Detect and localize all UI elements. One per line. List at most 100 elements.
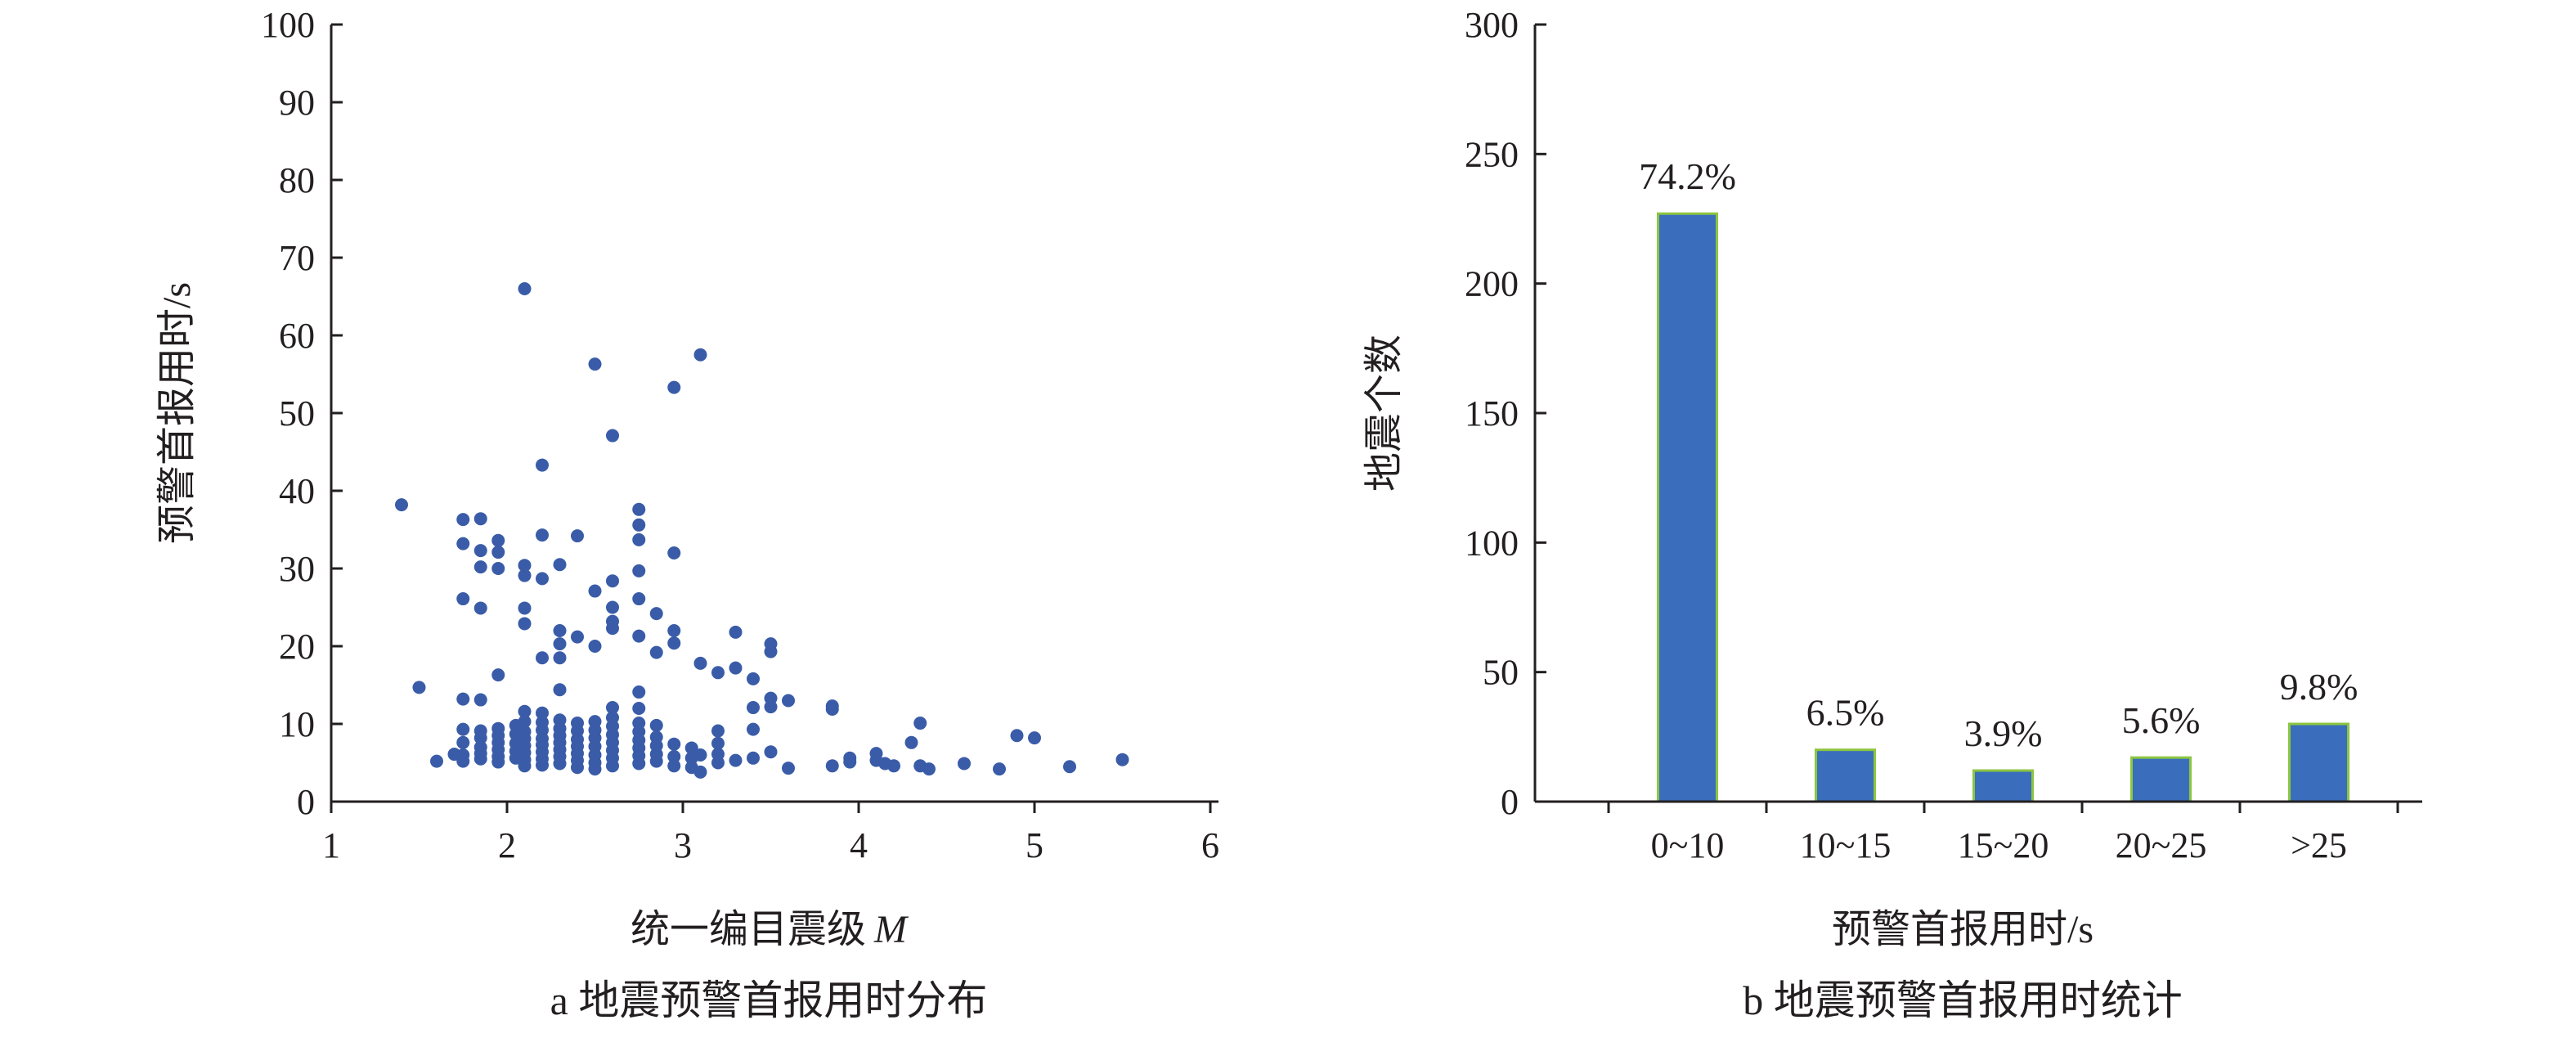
scatter-y-ticks: 0 10 20 30 40 50 60 70 80 90 100 <box>261 5 343 822</box>
scatter-point <box>649 645 663 659</box>
scatter-point <box>711 736 725 750</box>
scatter-point <box>606 759 619 773</box>
scatter-y-tick-label: 40 <box>279 471 315 511</box>
bar <box>1657 212 1718 803</box>
scatter-point <box>553 651 567 665</box>
scatter-point <box>649 754 663 768</box>
scatter-point <box>518 559 532 573</box>
bar-x-axis-label: 预警首报用时/s <box>1832 908 2094 951</box>
scatter-point <box>606 701 619 715</box>
scatter-point <box>747 701 760 715</box>
scatter-point <box>764 700 778 714</box>
scatter-point <box>764 745 778 759</box>
scatter-point <box>632 702 646 715</box>
scatter-point <box>491 668 505 682</box>
scatter-x-axis-label-var: M <box>873 908 909 951</box>
bar <box>1972 769 2034 803</box>
scatter-point <box>491 562 505 575</box>
scatter-point <box>649 718 663 732</box>
scatter-point <box>1115 753 1129 766</box>
scatter-point <box>729 753 743 767</box>
scatter-point <box>456 592 470 606</box>
scatter-point <box>536 758 549 772</box>
scatter-point <box>606 600 619 614</box>
bar-data-label: 74.2% <box>1639 155 1736 197</box>
scatter-point <box>632 564 646 577</box>
scatter-point <box>843 755 857 769</box>
scatter-point <box>632 757 646 771</box>
scatter-panel: 0 10 20 30 40 50 60 70 80 90 100 1 2 3 4 5 6 预警首报用时/s 统… <box>155 5 1219 1023</box>
scatter-x-tick-label: 3 <box>674 825 692 865</box>
scatter-x-tick-label: 5 <box>1025 825 1043 865</box>
scatter-point <box>456 722 470 736</box>
scatter-point <box>456 692 470 706</box>
bar-data-label: 5.6% <box>2122 699 2201 741</box>
bar-x-tick-label: 15~20 <box>1958 825 2049 865</box>
bar-y-tick-label: 250 <box>1465 134 1519 174</box>
scatter-point <box>571 529 584 543</box>
scatter-point <box>729 661 743 675</box>
scatter-point <box>632 532 646 546</box>
scatter-point <box>958 757 971 771</box>
scatter-y-tick-label: 70 <box>279 238 315 278</box>
scatter-point <box>456 754 470 768</box>
scatter-y-tick-label: 30 <box>279 549 315 589</box>
scatter-point <box>693 748 707 762</box>
scatter-y-tick-label: 0 <box>297 782 315 822</box>
scatter-point <box>747 672 760 685</box>
scatter-points <box>395 282 1129 779</box>
scatter-x-ticks: 1 2 3 4 5 6 <box>322 802 1219 865</box>
scatter-point <box>456 735 470 749</box>
bar-x-tick-label: >25 <box>2291 825 2347 865</box>
scatter-point <box>536 458 549 472</box>
scatter-point <box>711 724 725 738</box>
scatter-point <box>571 630 584 644</box>
bar-y-tick-label: 100 <box>1465 523 1519 563</box>
scatter-point <box>764 645 778 658</box>
scatter-point <box>473 693 487 707</box>
scatter-y-tick-label: 90 <box>279 83 315 123</box>
scatter-point <box>553 624 567 637</box>
scatter-point <box>553 683 567 697</box>
scatter-point <box>904 735 918 749</box>
scatter-point <box>782 762 795 775</box>
scatter-point <box>606 429 619 443</box>
scatter-point <box>473 601 487 615</box>
scatter-point <box>536 651 549 665</box>
scatter-point <box>518 568 532 582</box>
scatter-point <box>518 282 532 295</box>
scatter-y-axis-label: 预警首报用时/s <box>155 282 199 544</box>
scatter-point <box>395 498 408 512</box>
scatter-point <box>588 762 602 776</box>
scatter-point <box>667 737 681 751</box>
bar <box>1815 748 1876 803</box>
bar-data-label: 6.5% <box>1806 692 1885 734</box>
scatter-point <box>491 546 505 559</box>
bar-y-tick-label: 150 <box>1465 393 1519 434</box>
scatter-point <box>430 754 443 768</box>
scatter-point <box>693 765 707 779</box>
scatter-point <box>518 759 532 773</box>
bar-y-tick-label: 50 <box>1483 653 1519 693</box>
scatter-point <box>825 702 839 716</box>
scatter-y-tick-label: 100 <box>261 5 315 45</box>
scatter-point <box>993 762 1006 776</box>
scatter-point <box>747 751 760 765</box>
bar-x-tick-label: 0~10 <box>1651 825 1725 865</box>
bar-y-axis-label: 地震个数 <box>1362 335 1406 492</box>
scatter-point <box>632 629 646 643</box>
bar-y-ticks: 0 50 100 150 200 250 300 <box>1465 5 1546 822</box>
scatter-point <box>684 741 698 755</box>
scatter-point <box>456 537 470 550</box>
scatter-point <box>473 560 487 574</box>
scatter-point <box>667 624 681 637</box>
bar-panel: 74.2% 6.5% 3.9% 5.6% 9.8% 0 50 100 150 200 250 300… <box>1362 5 2422 1023</box>
bar-caption: b 地震预警首报用时统计 <box>1743 977 2183 1023</box>
scatter-point <box>667 749 681 763</box>
bar-data-label: 9.8% <box>2280 666 2358 708</box>
scatter-point <box>782 694 795 708</box>
scatter-point <box>747 722 760 736</box>
scatter-point <box>667 546 681 559</box>
scatter-point <box>606 622 619 636</box>
scatter-point <box>553 757 567 771</box>
